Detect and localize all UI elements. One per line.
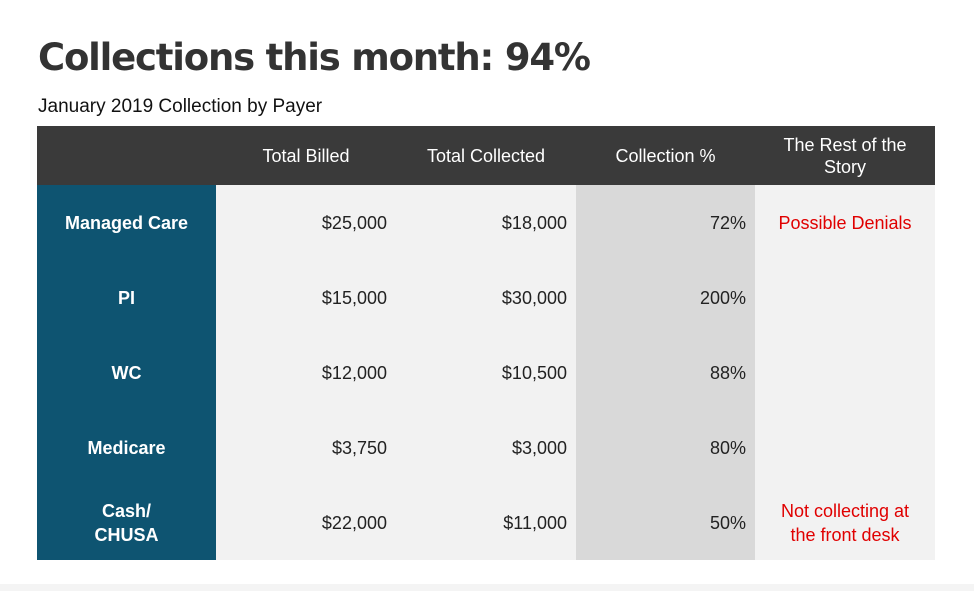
collected-cell: $18,000 bbox=[396, 185, 576, 260]
payer-label: PI bbox=[37, 260, 216, 335]
collected-cell: $10,500 bbox=[396, 335, 576, 410]
header-rest-of-story: The Rest of the Story bbox=[755, 126, 935, 185]
table-caption: January 2019 Collection by Payer bbox=[38, 96, 323, 117]
table-row: WC $12,000 $10,500 88% bbox=[37, 335, 935, 410]
collection-percent-cell: 88% bbox=[576, 335, 755, 410]
collection-percent-cell: 80% bbox=[576, 410, 755, 485]
note-cell bbox=[755, 410, 935, 485]
header-total-collected: Total Collected bbox=[396, 126, 576, 185]
note-cell bbox=[755, 335, 935, 410]
collection-percent-cell: 72% bbox=[576, 185, 755, 260]
header-collection-percent: Collection % bbox=[576, 126, 755, 185]
note-cell bbox=[755, 260, 935, 335]
billed-cell: $25,000 bbox=[216, 185, 396, 260]
payer-label: Managed Care bbox=[37, 185, 216, 260]
table-row: Cash/ CHUSA $22,000 $11,000 50% Not coll… bbox=[37, 485, 935, 560]
note-cell: Not collecting at the front desk bbox=[755, 485, 935, 560]
collected-cell: $30,000 bbox=[396, 260, 576, 335]
table-row: PI $15,000 $30,000 200% bbox=[37, 260, 935, 335]
table-header-row: Total Billed Total Collected Collection … bbox=[37, 126, 935, 185]
billed-cell: $15,000 bbox=[216, 260, 396, 335]
note-cell: Possible Denials bbox=[755, 185, 935, 260]
collection-percent-cell: 200% bbox=[576, 260, 755, 335]
page-title: Collections this month: 94% bbox=[38, 36, 591, 79]
collected-cell: $3,000 bbox=[396, 410, 576, 485]
billed-cell: $12,000 bbox=[216, 335, 396, 410]
table-row: Managed Care $25,000 $18,000 72% Possibl… bbox=[37, 185, 935, 260]
collected-cell: $11,000 bbox=[396, 485, 576, 560]
payer-label: Cash/ CHUSA bbox=[37, 485, 216, 560]
header-corner bbox=[37, 126, 216, 185]
collections-table: Total Billed Total Collected Collection … bbox=[37, 126, 935, 560]
payer-label: Medicare bbox=[37, 410, 216, 485]
billed-cell: $3,750 bbox=[216, 410, 396, 485]
footer-strip bbox=[0, 584, 974, 591]
collection-percent-cell: 50% bbox=[576, 485, 755, 560]
table-row: Medicare $3,750 $3,000 80% bbox=[37, 410, 935, 485]
payer-label: WC bbox=[37, 335, 216, 410]
header-total-billed: Total Billed bbox=[216, 126, 396, 185]
billed-cell: $22,000 bbox=[216, 485, 396, 560]
